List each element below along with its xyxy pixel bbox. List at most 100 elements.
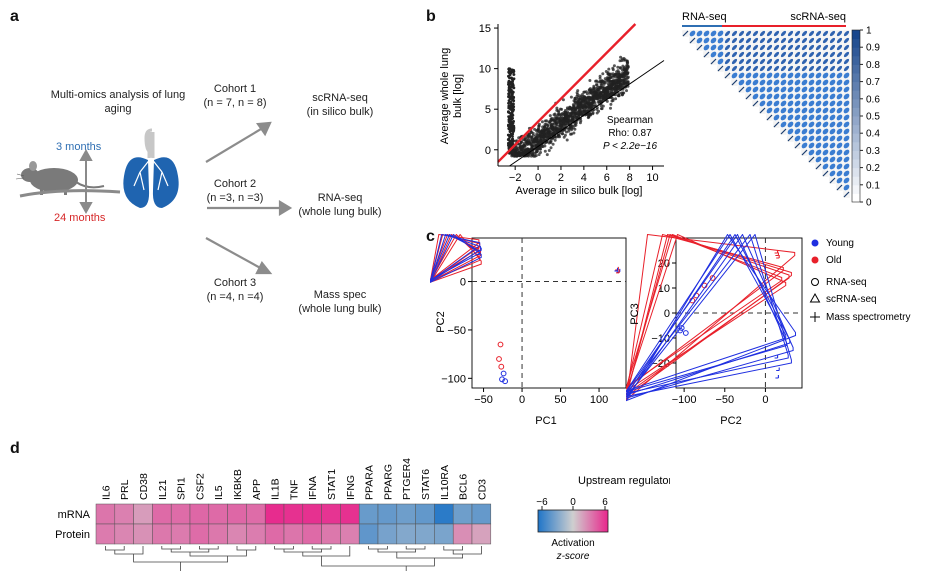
corr-ellipse <box>794 93 801 100</box>
scatter-point <box>522 143 526 147</box>
corr-ellipse <box>759 30 766 37</box>
corr-diagonal <box>752 100 759 107</box>
scatter-point <box>621 82 624 86</box>
corr-ellipse <box>766 107 773 114</box>
scatter-point <box>511 85 515 89</box>
corr-ellipse <box>801 142 808 149</box>
scatter-point <box>601 95 605 99</box>
heatmap-cells <box>95 503 492 545</box>
scatter-point <box>604 88 608 92</box>
corr-ellipse <box>843 100 850 107</box>
corr-ellipse <box>780 44 787 51</box>
corr-ellipse <box>759 37 766 44</box>
corr-ellipse <box>843 149 850 156</box>
x-axis-label: Average in silico bulk [log] <box>516 185 643 197</box>
scatter-point <box>596 80 600 84</box>
scatter-point <box>611 97 615 101</box>
corr-diagonal <box>738 86 745 93</box>
pca1-axes: −50 0 50 100 0 −50 −100 <box>441 237 627 406</box>
panel-a: Multi-omics analysis of lung aging 3 mon… <box>0 0 420 430</box>
corr-diagonal <box>703 51 710 58</box>
scatter-point <box>574 112 578 116</box>
regulator-label: BCL6 <box>458 474 470 500</box>
scatter-point <box>563 122 567 126</box>
colorbar-step <box>852 184 860 194</box>
corr-ellipse <box>794 65 801 72</box>
scatter-point <box>625 89 628 93</box>
scatter-point <box>583 101 586 105</box>
scatter-point <box>614 97 618 101</box>
corr-ellipse <box>724 30 731 37</box>
y-tick-label: −50 <box>447 325 466 337</box>
pca-point-scrnaseq <box>626 234 797 402</box>
corr-diagonal <box>780 128 787 135</box>
corr-ellipse <box>829 114 836 121</box>
heatmap-cell <box>170 523 191 545</box>
legend-mass-marker <box>810 312 820 322</box>
corr-ellipse <box>801 72 808 79</box>
scatter-point <box>565 130 568 134</box>
corr-ellipse <box>752 51 759 58</box>
corr-ellipse <box>752 44 759 51</box>
corr-ellipse <box>787 58 794 65</box>
heatmap-cell <box>283 503 304 525</box>
colorbar-step <box>852 81 860 91</box>
panel-a-graphics <box>15 121 293 275</box>
corr-ellipse <box>822 135 829 142</box>
colorbar-step <box>852 47 860 57</box>
scatter-point <box>520 148 524 152</box>
x-tick-label: 0 <box>535 172 541 184</box>
heatmap-cell <box>95 503 116 525</box>
pca-point-rnaseq <box>497 341 504 348</box>
scatter-point <box>508 76 511 79</box>
heatmap-cell <box>264 503 285 525</box>
y-axis-label-line2: bulk [log] <box>452 74 464 118</box>
corr-ellipse <box>822 114 829 121</box>
corr-ellipse <box>843 72 850 79</box>
scatter-point <box>604 96 607 100</box>
corr-ellipse <box>787 37 794 44</box>
scatter-point <box>586 101 590 105</box>
corr-ellipse <box>822 107 829 114</box>
scatter-point <box>605 99 609 103</box>
heatmap-cell <box>452 523 473 545</box>
scatter-point <box>507 137 511 141</box>
panel-b-scatter-plot: −2 0 2 4 6 8 10 0 5 10 15 Average in silico bulk [… <box>439 23 665 197</box>
cohort-1: Cohort 1 (n = 7, n = 8) <box>190 82 280 110</box>
scatter-point <box>549 126 552 130</box>
corr-ellipse <box>843 170 850 177</box>
scatter-point <box>545 153 549 157</box>
regulator-label: IL1B <box>270 478 282 500</box>
pca-point-mass <box>478 247 482 252</box>
corr-ellipse <box>794 100 801 107</box>
dendrogram-branch <box>443 546 463 551</box>
corr-ellipse <box>843 135 850 142</box>
scatter-point <box>623 75 627 79</box>
scatter-point <box>624 83 627 87</box>
pca-point-mass <box>616 269 620 274</box>
scatter-point <box>604 70 608 73</box>
regulator-label: CD3 <box>476 479 488 500</box>
scatter-point <box>614 85 618 88</box>
corr-ellipse <box>731 51 738 58</box>
zscore-label: Activation <box>551 538 594 549</box>
scatter-point <box>589 102 592 106</box>
scatter-point <box>566 110 570 114</box>
corr-ellipse <box>787 86 794 93</box>
pca-point-scrnaseq <box>626 234 788 393</box>
colorbar-step <box>852 64 860 74</box>
corr-ellipse <box>745 37 752 44</box>
scatter-point <box>600 99 604 103</box>
colorbar-step <box>852 124 860 134</box>
corr-ellipse <box>801 121 808 128</box>
scatter-point <box>623 78 627 82</box>
scatter-point <box>607 77 611 81</box>
corr-ellipse <box>836 149 843 156</box>
corr-ellipse <box>787 65 794 72</box>
scatter-point <box>510 69 514 72</box>
colorbar-step <box>852 176 860 186</box>
corr-ellipse <box>717 30 724 37</box>
scatter-point <box>611 68 615 72</box>
scatter-point <box>508 117 512 121</box>
corr-ellipse <box>752 72 759 79</box>
